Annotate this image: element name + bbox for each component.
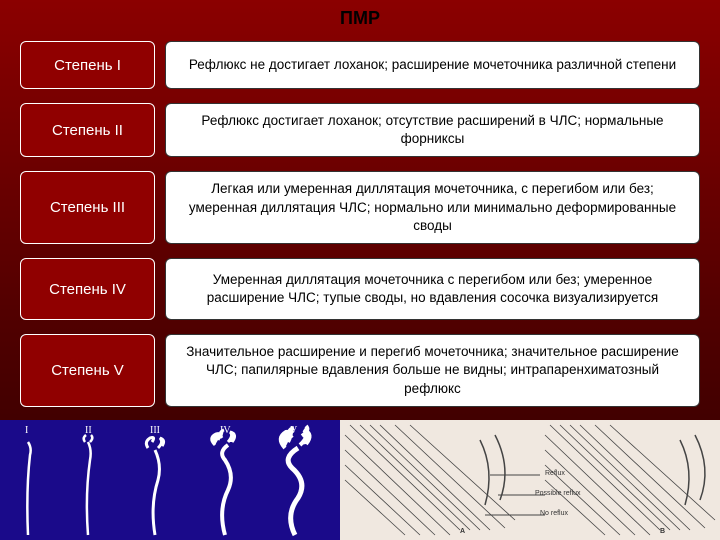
grades-table: Степень I Рефлюкс не достигает лоханок; … — [0, 41, 720, 407]
anat-letter-a: A — [460, 528, 465, 535]
table-row: Степень III Легкая или умеренная диллята… — [20, 171, 700, 244]
grade-label: Степень II — [20, 103, 155, 157]
anatomy-diagram: Reflux Possible reflux No reflux A B — [340, 420, 720, 540]
ureter-shapes-icon — [0, 420, 340, 540]
table-row: Степень I Рефлюкс не достигает лоханок; … — [20, 41, 700, 89]
grade-description: Рефлюкс не достигает лоханок; расширение… — [165, 41, 700, 89]
grade-description: Значительное расширение и перегиб мочето… — [165, 334, 700, 407]
grade-description: Легкая или умеренная диллятация мочеточн… — [165, 171, 700, 244]
table-row: Степень II Рефлюкс достигает лоханок; от… — [20, 103, 700, 157]
diagram-area: I II III IV V — [0, 420, 720, 540]
anat-letter-b: B — [660, 528, 665, 535]
grade-label: Степень V — [20, 334, 155, 407]
grade-description: Рефлюкс достигает лоханок; отсутствие ра… — [165, 103, 700, 157]
anat-label-noreflux: No reflux — [540, 510, 568, 517]
table-row: Степень V Значительное расширение и пере… — [20, 334, 700, 407]
page-title: ПМР — [0, 0, 720, 41]
table-row: Степень IV Умеренная диллятация мочеточн… — [20, 258, 700, 320]
grade-label: Степень III — [20, 171, 155, 244]
grade-label: Степень I — [20, 41, 155, 89]
anatomy-icon — [340, 420, 720, 540]
ureter-grades-diagram: I II III IV V — [0, 420, 340, 540]
anat-label-reflux: Reflux — [545, 470, 565, 477]
grade-description: Умеренная диллятация мочеточника с перег… — [165, 258, 700, 320]
grade-label: Степень IV — [20, 258, 155, 320]
anat-label-possible: Possible reflux — [535, 490, 581, 497]
